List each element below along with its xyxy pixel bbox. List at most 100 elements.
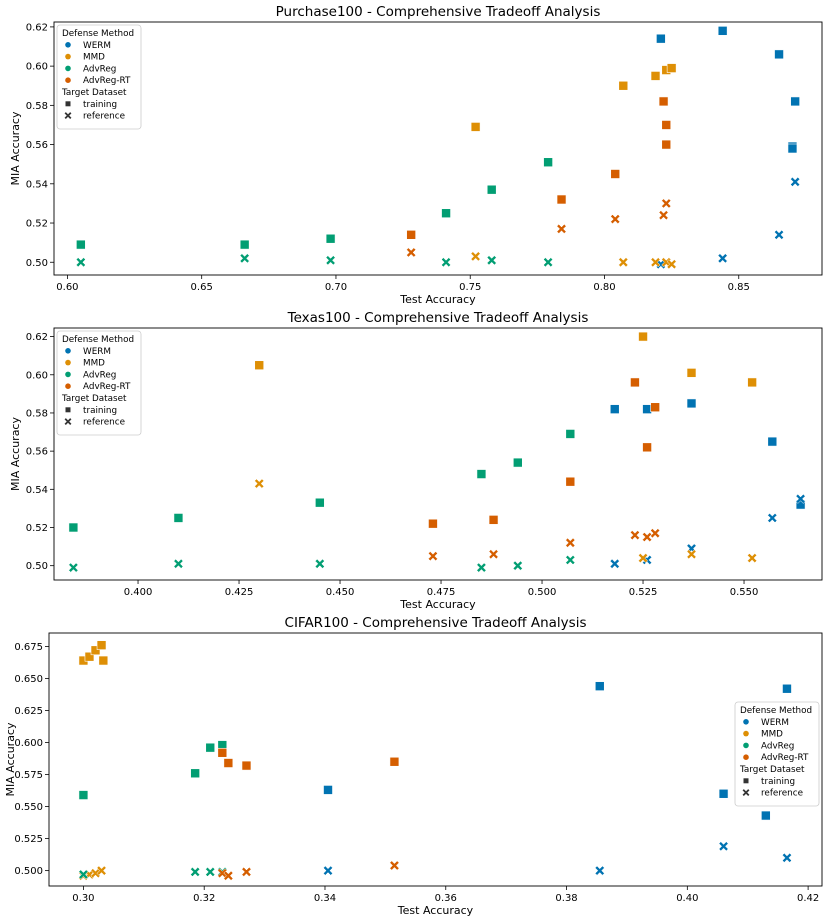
x-tick-label: 0.425 [225,587,254,598]
werm-reference-point [323,865,333,876]
advreg-training-point [205,742,216,753]
legend-box [734,701,820,807]
mmd-reference-point [470,251,481,262]
mmd-training-point [90,645,101,656]
advreg-rt-training-point [428,518,438,529]
advreg-rt-training-point [642,442,652,453]
legend-marker-advreg [743,742,749,749]
mmd-reference-point [90,868,101,879]
legend-marker-advreg [65,371,71,378]
legend-box [56,24,142,130]
legend-marker-training [65,101,71,107]
y-tick-label: 0.650 [14,674,43,685]
legend-marker-training [743,778,749,784]
advreg-rt-reference-point [406,247,417,258]
werm-reference-point [717,253,728,264]
y-tick-label: 0.52 [26,219,48,230]
x-tick-label: 0.80 [593,282,615,293]
werm-training-point [787,143,798,154]
mmd-reference-point [618,257,629,268]
advreg-training-point [68,522,79,533]
y-tick-label: 0.600 [14,738,43,749]
legend-marker-training [65,407,71,413]
y-tick-label: 0.54 [26,485,48,496]
legend-marker-reference [64,418,72,426]
werm-training-point [323,785,333,795]
y-tick-label: 0.56 [26,140,48,151]
advreg-rt-training-point [241,760,252,771]
legend-marker-advreg-rt [65,383,71,390]
y-axis-label: MIA Accuracy [9,111,22,185]
mmd-reference-point [96,865,107,876]
legend-title-dataset: Target Dataset [61,88,127,98]
legend-label-werm: WERM [83,41,111,51]
werm-reference-point [594,865,605,876]
mmd-reference-point [254,478,265,489]
legend-label-advreg-rt: AdvReg-RT [761,753,809,763]
advreg-reference-point [441,257,452,268]
x-tick-label: 0.60 [56,282,78,293]
y-tick-label: 0.52 [26,523,48,534]
plot-frame [53,327,823,581]
advreg-rt-training-point [217,747,228,758]
advreg-reference-point [68,562,79,573]
chart-panel-3: CIFAR100 - Comprehensive Tradeoff Analys… [4,615,823,917]
advreg-rt-reference-point [556,223,567,234]
mmd-training-point [84,651,95,662]
legend-label-training: training [83,100,117,110]
y-tick-label: 0.62 [26,332,48,343]
werm-training-point [761,810,771,821]
advreg-rt-reference-point [389,860,400,871]
advreg-rt-reference-point [565,537,576,548]
advreg-training-point [76,239,86,250]
mmd-training-point [96,640,107,650]
legend-label-mmd: MMD [83,53,105,63]
advreg-reference-point [190,866,201,877]
y-tick-label: 0.575 [14,770,43,781]
advreg-rt-training-point [661,139,672,150]
advreg-training-point [476,469,487,479]
werm-reference-point [767,513,778,523]
advreg-training-point [315,497,325,508]
plot-frame [53,21,823,276]
mmd-training-point [254,360,265,371]
advreg-rt-reference-point [241,866,252,877]
legend-marker-advreg [65,65,71,72]
chart-title: Purchase100 - Comprehensive Tradeoff Ana… [276,4,601,20]
legend-label-training: training [761,777,795,787]
mmd-reference-point [650,257,661,268]
mmd-reference-point [747,553,758,563]
legend-marker-advreg-rt [743,754,749,760]
x-tick-label: 0.475 [427,587,456,598]
werm-training-point [774,49,784,60]
advreg-rt-training-point [488,515,499,525]
mmd-training-point [747,377,757,388]
advreg-rt-reference-point [610,214,621,225]
legend-title-method: Defense Method [62,29,134,39]
legend-marker-reference [64,112,72,120]
advreg-reference-point [239,253,250,264]
mmd-reference-point [686,549,697,560]
werm-training-point [790,96,800,107]
legend-label-advreg: AdvReg [83,370,116,380]
y-tick-label: 0.525 [14,834,43,845]
mmd-training-point [686,368,697,378]
advreg-rt-training-point [565,476,576,487]
x-axis-label: Test Accuracy [399,293,476,306]
x-tick-label: 0.85 [728,282,750,293]
advreg-reference-point [173,558,184,569]
advreg-rt-training-point [556,194,567,205]
y-axis-label: MIA Accuracy [9,417,22,491]
mmd-training-point [618,80,629,91]
y-tick-label: 0.50 [26,258,48,269]
mmd-reference-point [666,259,677,270]
werm-reference-point [790,176,801,187]
legend-label-advreg-rt: AdvReg-RT [83,382,131,392]
advreg-reference-point [78,869,89,880]
werm-reference-point [795,493,806,504]
legend-label-reference: reference [761,789,803,799]
advreg-rt-reference-point [650,528,661,539]
x-axis-label: Test Accuracy [399,598,476,611]
